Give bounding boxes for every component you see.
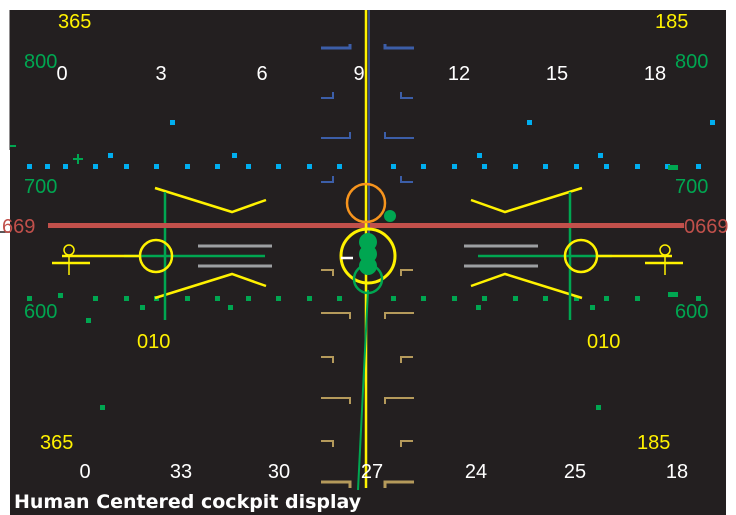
heading-left-label: 010 [137, 331, 170, 353]
altitude-left-label: 700 [24, 176, 57, 198]
bottom-scale-label: 0 [79, 461, 90, 483]
top-scale-label: 6 [256, 63, 267, 85]
yellow-chevrons [154, 186, 583, 300]
bottom-scale: 0 33 30 27 24 25 18 [79, 461, 688, 483]
green-wing-brackets [124, 192, 612, 320]
top-scale-label: 18 [644, 63, 666, 85]
caption-bar [10, 485, 726, 515]
altitude-left-label: 600 [24, 301, 57, 323]
top-scale-label: 9 [353, 63, 364, 85]
bottom-scale-label: 30 [268, 461, 290, 483]
corner-bottom-left: 365 [40, 432, 73, 454]
green-plus-marker [73, 154, 83, 164]
reference-left-label: 669 [2, 216, 35, 238]
yellow-wing-symbols [52, 238, 683, 275]
tan-pitch-ladder [321, 269, 414, 488]
corner-top-right: 185 [655, 11, 688, 33]
yellow-aircraft-circle [339, 227, 397, 285]
corner-top-left: 365 [58, 11, 91, 33]
altitude-labels: 800 700 600 800 700 600 [24, 51, 708, 323]
display-caption: Human Centered cockpit display [14, 491, 362, 513]
bottom-scale-label: 25 [564, 461, 586, 483]
cyan-dot-row [27, 120, 715, 169]
altitude-right-label: 600 [675, 301, 708, 323]
top-scale-label: 3 [155, 63, 166, 85]
green-target-dot [384, 210, 396, 222]
bottom-scale-label: 33 [170, 461, 192, 483]
reference-labels: 669 0669 [2, 216, 729, 238]
bottom-scale-label: 24 [465, 461, 487, 483]
heading-right-label: 010 [587, 331, 620, 353]
top-scale-label: 12 [448, 63, 470, 85]
gray-wing-bars [198, 244, 538, 268]
center-symbology [339, 10, 397, 491]
altitude-left-label: 800 [24, 51, 57, 73]
bottom-scale-label: 27 [361, 461, 383, 483]
green-flight-path-line [357, 289, 369, 491]
blue-pitch-ladder [321, 44, 414, 183]
heading-labels: 010 010 [137, 331, 620, 353]
corner-labels: 365 185 365 185 [40, 11, 688, 454]
orange-target-circle [345, 182, 387, 224]
top-scale-label: 15 [546, 63, 568, 85]
green-dot-row [27, 165, 701, 410]
altitude-right-label: 700 [675, 176, 708, 198]
reference-right-label: 0669 [684, 216, 729, 238]
top-scale-label: 0 [56, 63, 67, 85]
altitude-right-label: 800 [675, 51, 708, 73]
corner-bottom-right: 185 [637, 432, 670, 454]
bottom-scale-label: 18 [666, 461, 688, 483]
top-scale: 0 3 6 9 12 15 18 [56, 63, 666, 85]
